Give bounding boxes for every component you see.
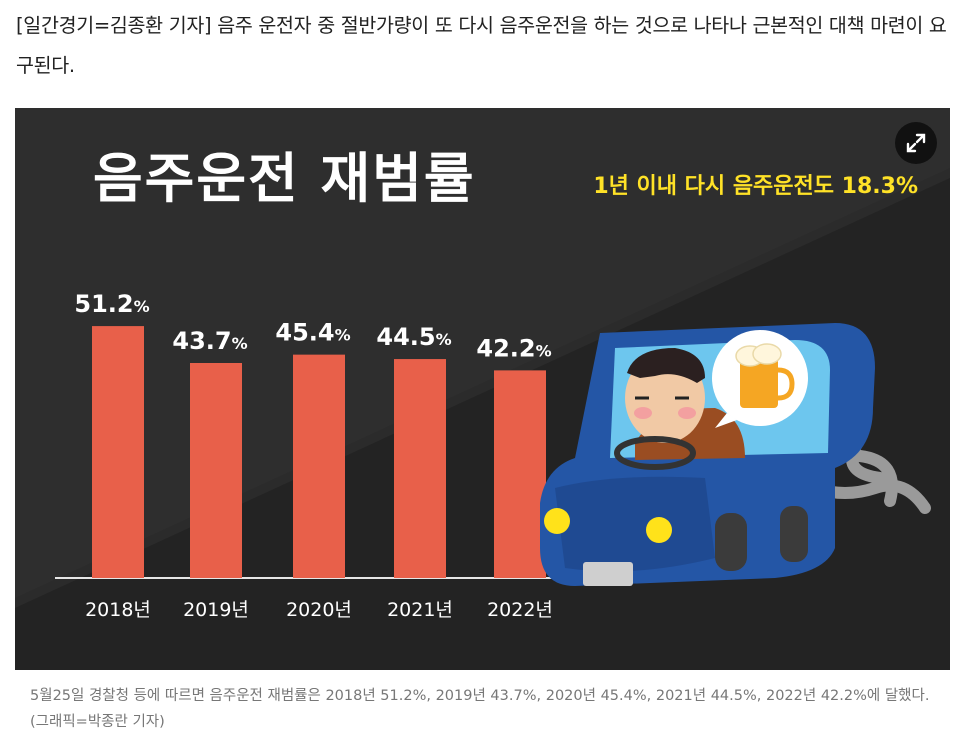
- bar: [394, 359, 446, 578]
- bar: [494, 370, 546, 578]
- x-tick-label: 2019년: [183, 599, 249, 621]
- chart-subtitle: 1년 이내 다시 음주운전도 18.3%: [593, 174, 918, 199]
- drunk-driver-illustration: [540, 323, 931, 586]
- x-tick-label: 2022년: [487, 599, 553, 621]
- bar: [190, 362, 242, 578]
- bar: [293, 354, 345, 578]
- article-lead-text: [일간경기=김종환 기자] 음주 운전자 중 절반가량이 또 다시 음주운전을 …: [16, 14, 947, 77]
- x-tick-label: 2021년: [387, 599, 453, 621]
- bar-chart: 51.2%2018년43.7%2019년45.4%2020년44.5%2021년…: [55, 290, 615, 621]
- x-tick-label: 2020년: [286, 599, 352, 621]
- expand-button[interactable]: [895, 122, 937, 164]
- chart-title: 음주운전 재범률: [93, 147, 476, 210]
- driver-icon: [614, 348, 745, 470]
- bar: [92, 326, 144, 578]
- image-caption: 5월25일 경찰청 등에 따르면 음주운전 재범률은 2018년 51.2%, …: [30, 688, 930, 730]
- x-tick-label: 2018년: [85, 599, 151, 621]
- expand-arrows-icon: [906, 133, 926, 153]
- infographic-figure: 음주운전 재범률 1년 이내 다시 음주운전도 18.3% 51.2% 2018년…: [15, 108, 950, 670]
- beer-mug-icon: [712, 330, 808, 428]
